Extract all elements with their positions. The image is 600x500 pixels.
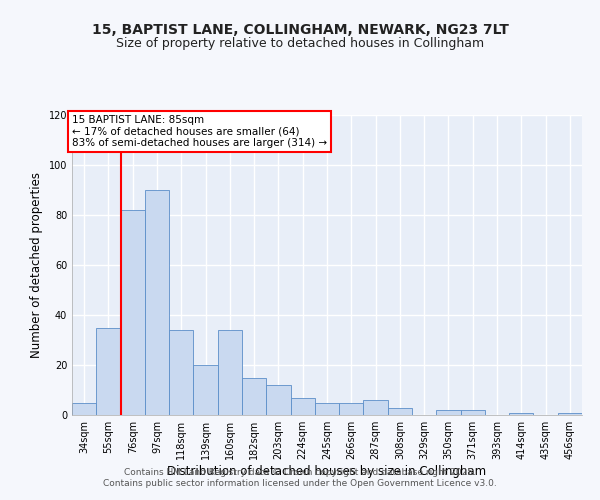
- Bar: [290, 398, 315, 415]
- Text: Size of property relative to detached houses in Collingham: Size of property relative to detached ho…: [116, 38, 484, 51]
- Bar: [461, 410, 485, 415]
- Bar: [364, 400, 388, 415]
- Bar: [218, 330, 242, 415]
- Bar: [509, 412, 533, 415]
- Bar: [339, 402, 364, 415]
- X-axis label: Distribution of detached houses by size in Collingham: Distribution of detached houses by size …: [167, 465, 487, 478]
- Bar: [266, 385, 290, 415]
- Bar: [436, 410, 461, 415]
- Text: 15, BAPTIST LANE, COLLINGHAM, NEWARK, NG23 7LT: 15, BAPTIST LANE, COLLINGHAM, NEWARK, NG…: [92, 22, 508, 36]
- Bar: [145, 190, 169, 415]
- Bar: [558, 412, 582, 415]
- Text: Contains HM Land Registry data © Crown copyright and database right 2025.
Contai: Contains HM Land Registry data © Crown c…: [103, 468, 497, 487]
- Bar: [242, 378, 266, 415]
- Bar: [315, 402, 339, 415]
- Bar: [72, 402, 96, 415]
- Text: 15 BAPTIST LANE: 85sqm
← 17% of detached houses are smaller (64)
83% of semi-det: 15 BAPTIST LANE: 85sqm ← 17% of detached…: [72, 115, 327, 148]
- Bar: [169, 330, 193, 415]
- Bar: [388, 408, 412, 415]
- Bar: [96, 328, 121, 415]
- Bar: [121, 210, 145, 415]
- Bar: [193, 365, 218, 415]
- Y-axis label: Number of detached properties: Number of detached properties: [30, 172, 43, 358]
